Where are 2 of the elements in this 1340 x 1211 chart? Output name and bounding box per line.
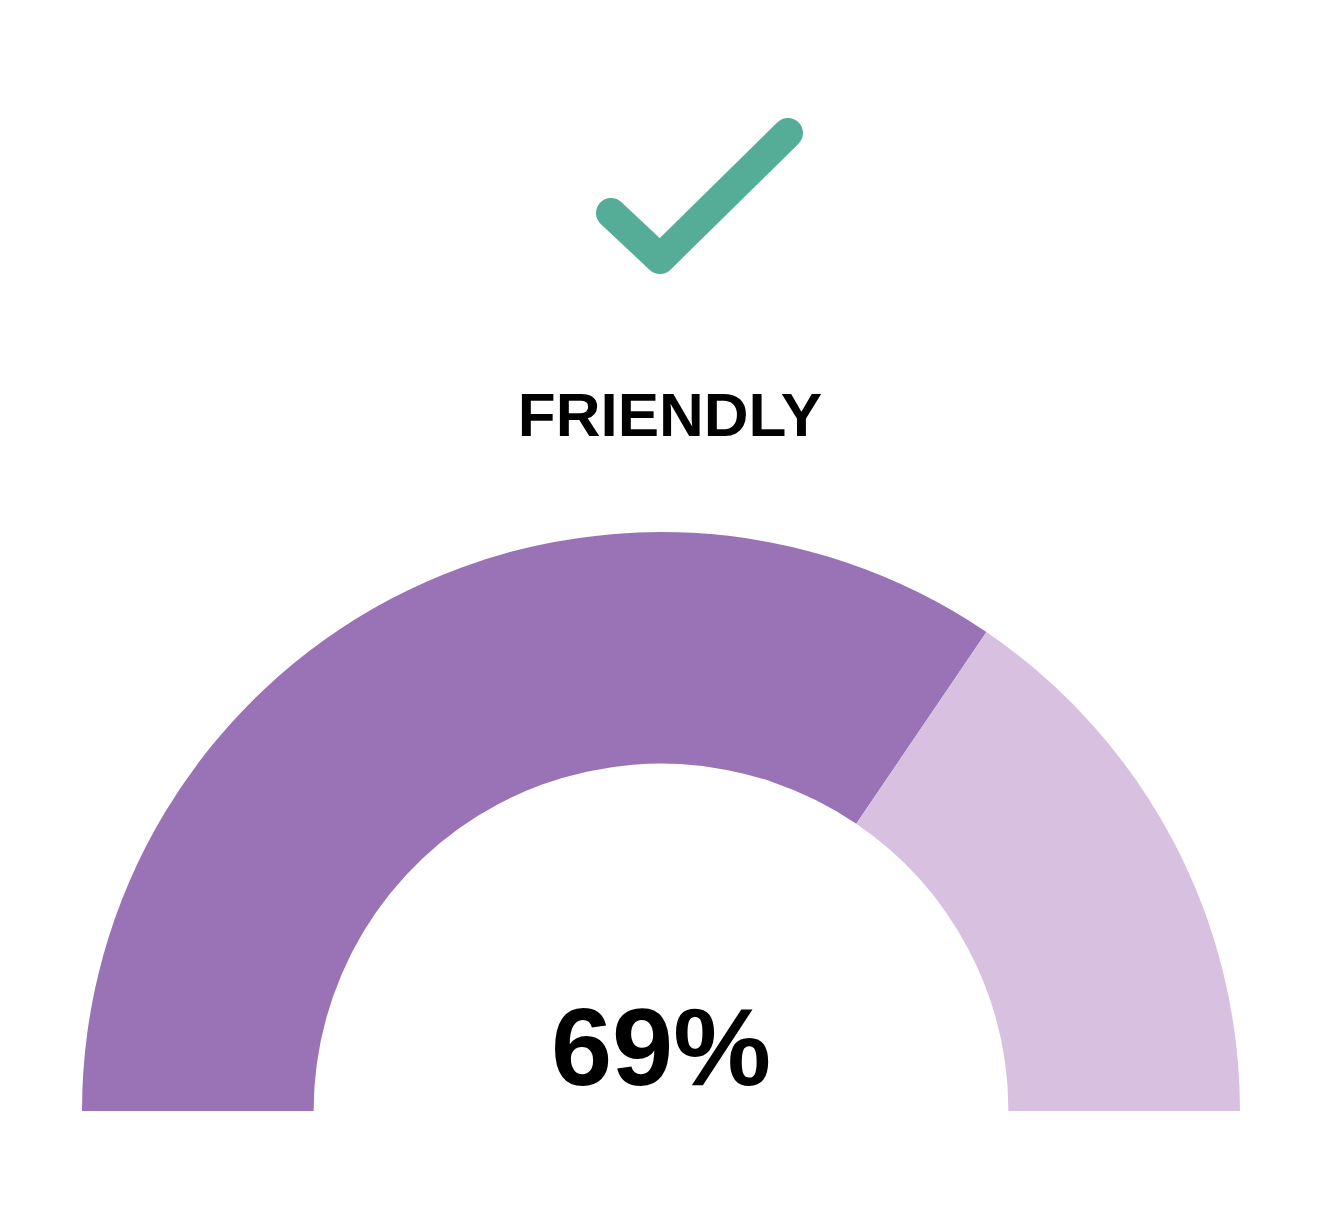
chart-title: FRIENDLY [516, 379, 824, 451]
data-label: 69% [550, 985, 772, 1108]
